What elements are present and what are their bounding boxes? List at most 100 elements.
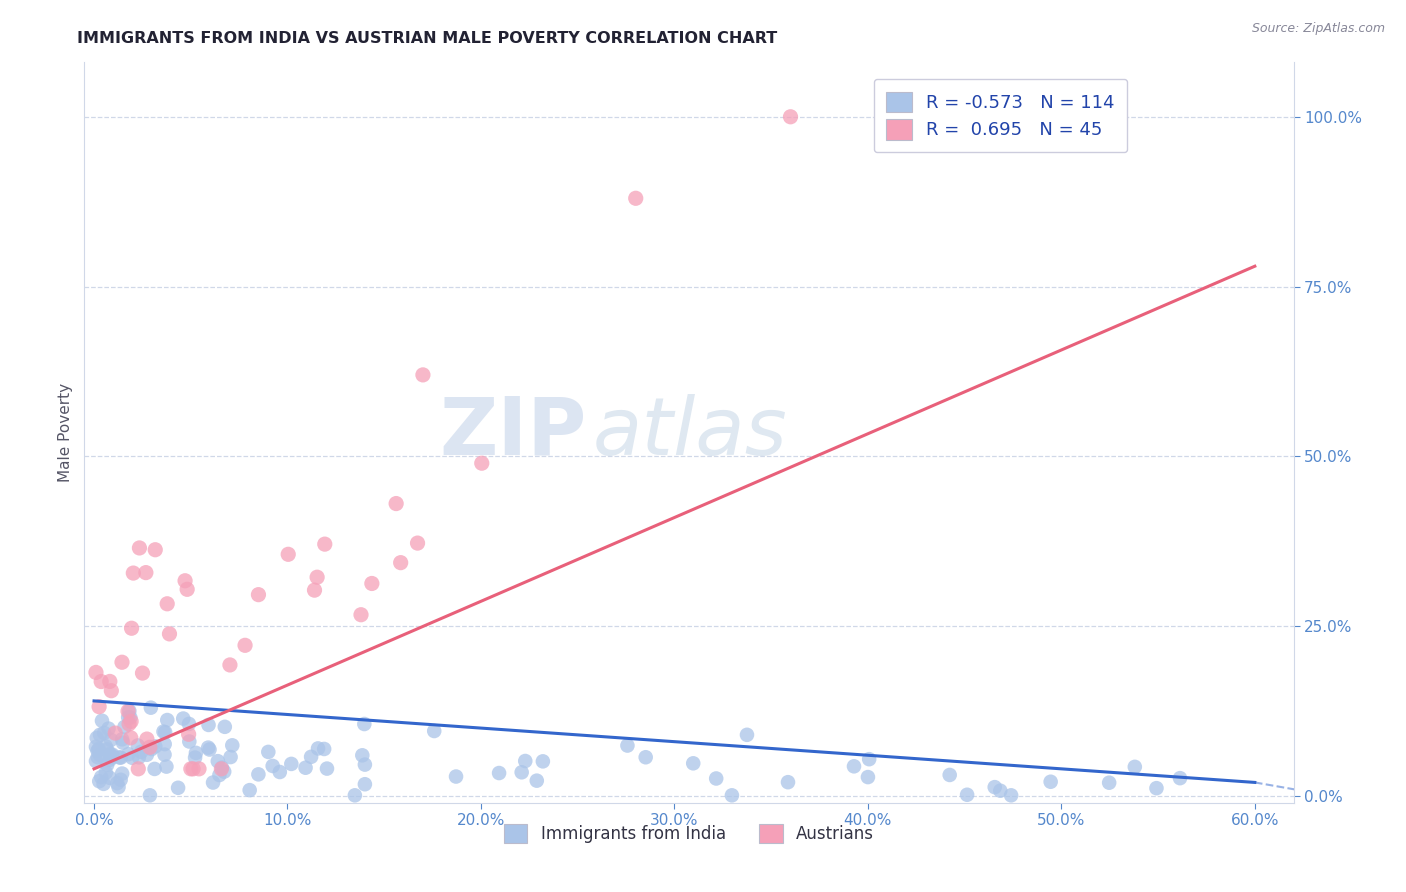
Point [280,756,302,771]
Point [307,741,329,756]
Point [153,737,176,751]
Point [444,770,467,784]
Point [108,750,131,764]
Point [120,714,142,729]
Point [197,740,219,755]
Point [1039,774,1062,789]
Point [1000,789,1022,803]
Point [214,720,236,734]
Point [197,718,219,732]
Point [120,731,142,745]
Point [471,456,494,470]
Point [624,191,647,205]
Point [510,765,533,780]
Point [117,747,139,761]
Point [406,536,429,550]
Point [93,777,115,791]
Point [938,768,960,782]
Point [353,717,375,731]
Point [110,772,132,787]
Point [98,674,121,689]
Point [257,745,280,759]
Point [143,762,166,776]
Point [360,576,382,591]
Point [856,770,879,784]
Point [122,566,145,580]
Point [118,704,141,718]
Point [221,739,243,753]
Point [100,683,122,698]
Point [139,700,162,714]
Point [247,588,270,602]
Point [86,731,108,745]
Point [156,597,179,611]
Point [294,761,316,775]
Point [136,747,159,762]
Point [682,756,704,771]
Point [104,726,127,740]
Point [86,750,108,764]
Point [127,762,149,776]
Point [174,574,197,588]
Point [262,759,284,773]
Point [111,655,134,669]
Point [96,742,118,756]
Point [277,547,299,561]
Point [114,720,136,734]
Point [198,742,221,756]
Point [526,773,548,788]
Point [89,699,111,714]
Point [93,726,115,740]
Point [97,722,120,736]
Point [208,768,231,782]
Point [129,745,152,759]
Point [704,772,727,786]
Point [184,750,207,764]
Point [181,762,204,776]
Legend: Immigrants from India, Austrians: Immigrants from India, Austrians [498,817,880,850]
Point [131,666,153,681]
Point [118,717,141,731]
Point [412,368,434,382]
Point [111,732,134,747]
Point [307,570,329,584]
Point [956,788,979,802]
Text: IMMIGRANTS FROM INDIA VS AUSTRIAN MALE POVERTY CORRELATION CHART: IMMIGRANTS FROM INDIA VS AUSTRIAN MALE P… [77,31,778,46]
Point [135,566,157,580]
Point [269,764,291,779]
Point [219,657,242,672]
Point [350,607,373,622]
Point [779,110,801,124]
Point [94,765,117,780]
Point [86,744,108,758]
Point [304,583,326,598]
Point [98,771,121,785]
Point [1146,781,1168,796]
Point [100,732,122,747]
Point [209,762,232,776]
Point [167,780,190,795]
Point [155,759,177,773]
Point [128,541,150,555]
Point [128,750,150,764]
Point [120,710,142,724]
Point [299,749,322,764]
Point [316,762,339,776]
Point [983,780,1005,794]
Point [423,724,446,739]
Point [207,754,229,768]
Point [100,750,122,764]
Point [1098,775,1121,789]
Point [842,759,865,773]
Point [858,752,880,766]
Point [1123,760,1146,774]
Point [1168,771,1191,785]
Point [101,747,124,762]
Point [354,777,377,791]
Point [515,754,537,768]
Point [153,747,176,762]
Point [233,638,256,652]
Point [107,780,129,794]
Point [90,674,112,689]
Point [139,789,162,803]
